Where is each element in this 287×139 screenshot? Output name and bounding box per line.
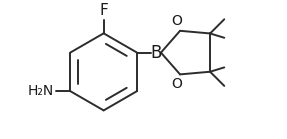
Text: O: O — [171, 14, 182, 28]
Text: H₂N: H₂N — [27, 84, 53, 98]
Text: B: B — [150, 44, 162, 62]
Text: O: O — [171, 77, 182, 91]
Text: F: F — [99, 3, 108, 18]
